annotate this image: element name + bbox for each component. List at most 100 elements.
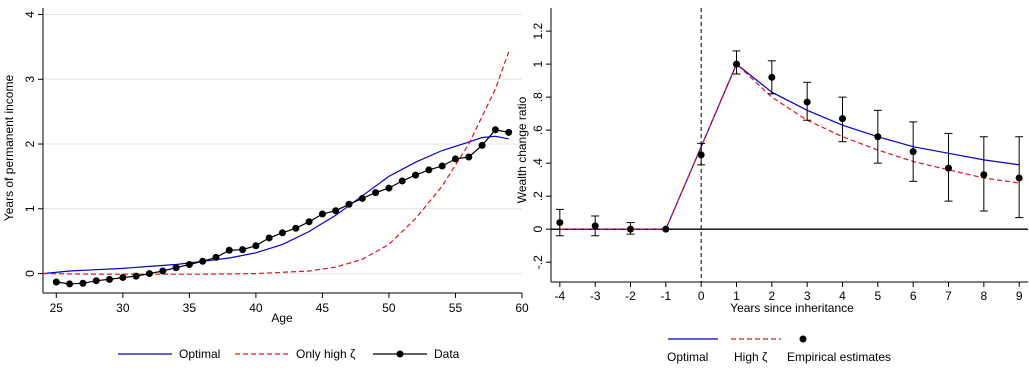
left-data-point: [92, 277, 100, 285]
empirical-estimate-point: [980, 171, 988, 179]
empirical-estimate-point: [1015, 174, 1023, 182]
left-data-point: [106, 275, 114, 283]
left-data-point: [345, 200, 353, 208]
left-data-point: [239, 246, 247, 254]
right-high-zeta-line: [559, 63, 1020, 230]
empirical-estimate-point: [662, 225, 670, 233]
left-data-point: [385, 184, 393, 192]
left-data-point: [185, 261, 193, 268]
legend-label-optimal-right: Optimal: [667, 350, 708, 364]
left-optimal-line: [42, 135, 509, 275]
right-y-tick-label: 1: [531, 60, 545, 67]
right-y-tick-label: .2: [531, 191, 545, 201]
left-plot-area: [42, 51, 513, 288]
left-data-point: [172, 264, 180, 272]
left-data-point: [145, 270, 153, 278]
left-data-point: [212, 253, 220, 261]
left-x-tick-label: 50: [382, 301, 396, 315]
left-data-line: [56, 129, 509, 285]
right-x-tick-label: 3: [804, 289, 811, 303]
left-x-tick-label: 35: [183, 301, 197, 315]
left-x-tick-label: 30: [116, 301, 130, 315]
left-data-point: [52, 278, 60, 286]
left-data-point: [478, 141, 486, 149]
left-data-point: [491, 126, 499, 134]
left-data-point: [199, 257, 207, 265]
left-data-point: [318, 210, 326, 218]
right-x-tick-label: 9: [1016, 289, 1023, 303]
left-data-point: [332, 207, 340, 215]
empirical-estimate-point: [874, 133, 882, 141]
right-y-tick-label: -.2: [531, 255, 545, 269]
left-data-point: [132, 272, 140, 280]
left-data-point: [412, 171, 420, 179]
left-data-point: [451, 155, 459, 163]
empirical-estimate-point: [768, 73, 776, 81]
right-x-tick-label: 7: [945, 289, 952, 303]
left-data-point: [79, 279, 87, 287]
legend-label-optimal: Optimal: [179, 347, 220, 361]
left-y-tick-label: 1: [23, 205, 37, 212]
legend-swatch-empirical-estimates: [799, 335, 807, 343]
right-x-axis-label: Years since inheritance: [730, 301, 854, 315]
right-y-tick-label: .6: [531, 125, 545, 135]
right-x-tick-label: 8: [980, 289, 987, 303]
left-legend: Optimal Only high ζ Data: [118, 347, 460, 361]
empirical-estimate-point: [697, 151, 705, 159]
right-x-tick-label: 6: [910, 289, 917, 303]
left-x-tick-label: 55: [449, 301, 463, 315]
left-y-tick-label: 4: [23, 11, 37, 18]
left-grid: [43, 13, 522, 275]
right-y-tick-label: 0: [531, 226, 545, 233]
left-only-high-zeta-line: [42, 51, 510, 275]
right-optimal-line: [559, 63, 1020, 230]
right-ticks: -.2 0 .2 .4 .6 .8 1 1.2 -4 -3 -2 -1 0 1 2 3 4 5 6 7 8 9: [531, 22, 1023, 303]
left-y-tick-label: 3: [23, 76, 37, 83]
empirical-estimate-point: [945, 164, 952, 172]
left-data-point: [372, 189, 380, 197]
left-ticks: 0 1 2 3 4 25 30 35 40 45 50 55 60: [23, 11, 529, 315]
right-plot-area: [551, 8, 1028, 282]
left-data-point: [252, 242, 260, 250]
legend-label-high-zeta: High ζ: [734, 350, 768, 364]
empirical-estimate-point: [556, 219, 564, 227]
left-y-tick-label: 0: [23, 270, 37, 277]
legend-swatch-data-marker: [396, 350, 404, 358]
left-data-point: [505, 128, 513, 136]
empirical-estimate-point: [591, 222, 599, 230]
left-data-point: [425, 166, 433, 174]
left-data-point: [265, 234, 273, 242]
left-data-point: [119, 273, 127, 281]
left-data-point: [305, 218, 313, 226]
left-x-tick-label: 25: [50, 301, 64, 315]
left-data-point: [66, 280, 74, 288]
left-x-axis-label: Age: [271, 311, 293, 325]
legend-label-only-high-zeta: Only high ζ: [296, 347, 356, 361]
left-chart: 0 1 2 3 4 25 30 35 40 45 50 55 60 Age Years of perma…: [2, 8, 529, 361]
right-x-tick-label: -4: [554, 289, 565, 303]
right-y-axis-label: Wealth change ratio: [515, 96, 529, 203]
right-y-tick-label: 1.2: [531, 22, 545, 39]
left-data-point: [398, 177, 406, 185]
left-x-tick-label: 40: [249, 301, 263, 315]
left-data-point: [225, 246, 233, 254]
left-data-point: [358, 194, 366, 202]
left-data-point: [465, 153, 473, 161]
legend-label-data: Data: [434, 347, 460, 361]
right-x-tick-label: 4: [839, 289, 846, 303]
left-data-point: [292, 224, 300, 232]
left-x-tick-label: 60: [515, 301, 529, 315]
left-data-point: [438, 162, 446, 170]
right-chart: -.2 0 .2 .4 .6 .8 1 1.2 -4 -3 -2 -1 0 1 2 3 4 5 6 7 8 9 Years…: [515, 8, 1028, 364]
left-x-tick-label: 45: [316, 301, 330, 315]
right-x-tick-label: 5: [874, 289, 881, 303]
right-x-tick-label: -2: [625, 289, 636, 303]
right-x-tick-label: -1: [660, 289, 671, 303]
left-data-point: [159, 267, 167, 275]
right-x-tick-label: 2: [768, 289, 775, 303]
legend-label-empirical-estimates: Empirical estimates: [787, 350, 891, 364]
left-y-tick-label: 2: [23, 140, 37, 147]
left-y-axis-label: Years of permanent income: [2, 75, 16, 222]
empirical-estimate-point: [733, 60, 740, 68]
